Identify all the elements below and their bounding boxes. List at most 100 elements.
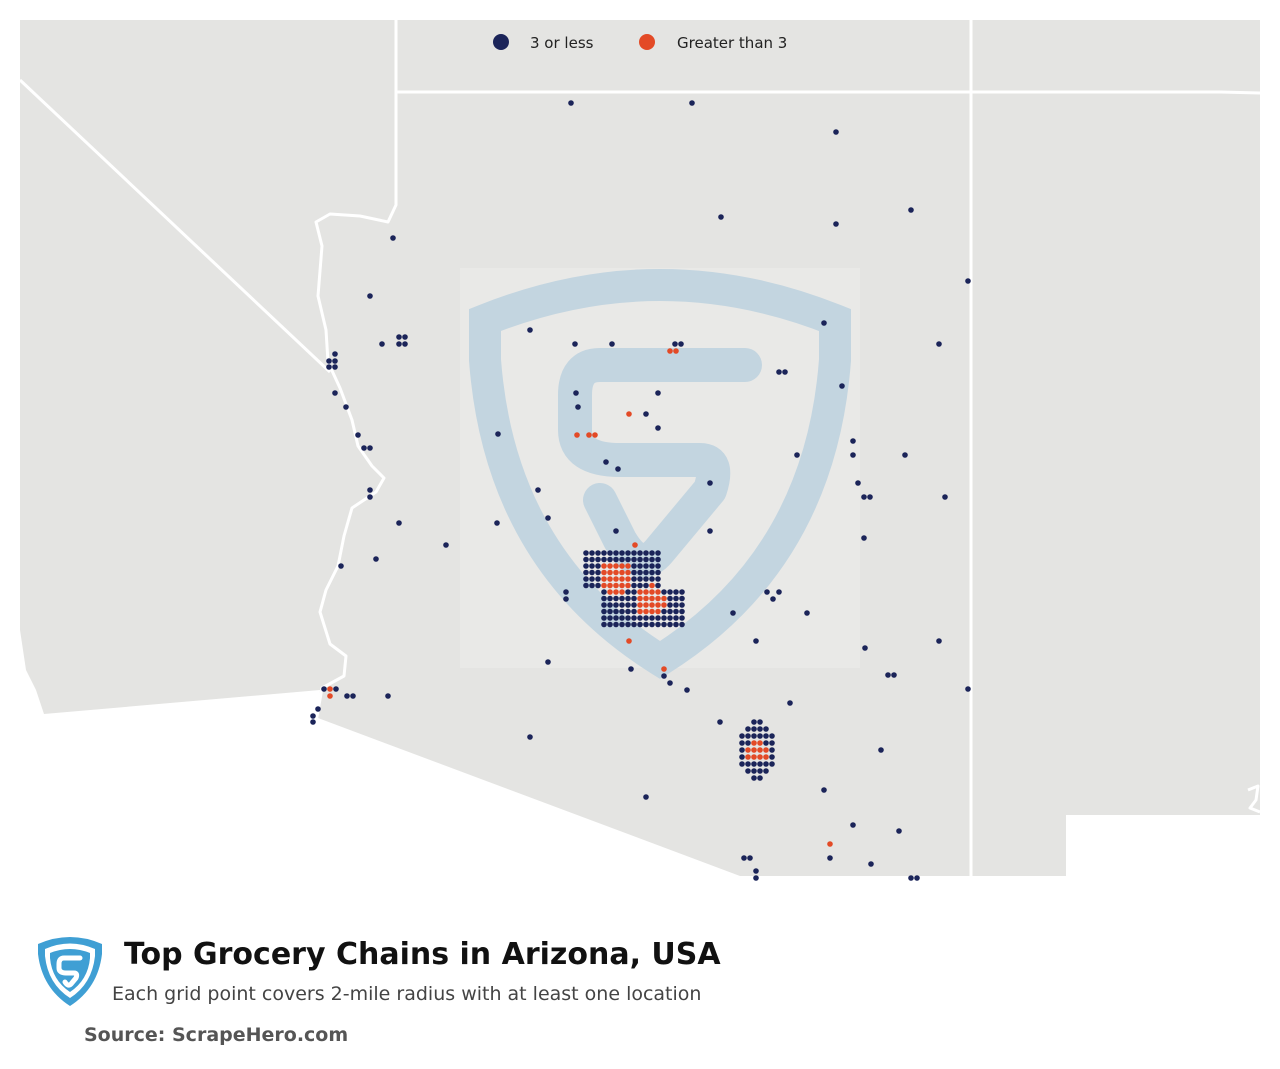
grid-point-3-or-less [535,487,541,493]
grid-point-3-or-less [679,589,685,595]
grid-point-3-or-less [631,569,637,576]
grid-point-3-or-less [769,740,775,746]
grid-point-greater-than-3 [619,563,625,569]
grid-point-3-or-less [643,556,649,563]
grid-point-3-or-less [601,595,607,602]
grid-point-3-or-less [575,404,581,410]
grid-point-3-or-less [631,563,637,569]
grid-point-greater-than-3 [601,563,607,569]
grid-point-3-or-less [655,563,661,569]
grid-point-3-or-less [607,608,613,615]
grid-point-3-or-less [545,515,551,521]
grid-point-greater-than-3 [751,747,757,753]
grid-point-3-or-less [655,556,661,563]
grid-point-3-or-less [891,672,897,678]
grid-point-3-or-less [763,761,769,767]
grid-point-3-or-less [595,569,601,576]
grid-point-3-or-less [613,528,619,534]
grid-point-3-or-less [589,576,595,582]
grid-point-3-or-less [326,358,332,364]
grid-point-greater-than-3 [625,576,631,582]
grid-point-3-or-less [833,129,839,135]
grid-point-3-or-less [625,595,631,602]
grid-point-3-or-less [601,589,607,595]
grid-point-greater-than-3 [574,432,580,438]
grid-point-3-or-less [776,369,782,375]
grid-point-3-or-less [861,494,867,500]
grid-point-3-or-less [583,556,589,563]
grid-point-greater-than-3 [661,595,667,602]
grid-point-3-or-less [589,569,595,576]
grid-point-3-or-less [545,659,551,665]
grid-point-3-or-less [867,494,873,500]
grid-point-3-or-less [850,452,856,458]
grid-point-3-or-less [741,855,747,861]
grid-point-greater-than-3 [745,747,751,753]
grid-point-3-or-less [717,719,723,725]
grid-point-3-or-less [757,761,763,767]
grid-point-3-or-less [794,452,800,458]
grid-point-3-or-less [326,364,332,370]
grid-point-3-or-less [572,341,578,347]
grid-point-3-or-less [763,733,769,739]
grid-point-3-or-less [839,383,845,389]
page-subtitle: Each grid point covers 2-mile radius wit… [112,983,702,1005]
map-mexico-area [1066,815,1260,876]
grid-point-3-or-less [655,569,661,576]
grid-point-3-or-less [367,293,373,299]
grid-point-3-or-less [896,828,902,834]
grid-point-3-or-less [631,595,637,602]
grid-point-greater-than-3 [655,595,661,602]
grid-point-greater-than-3 [655,602,661,608]
grid-point-3-or-less [769,747,775,753]
grid-point-3-or-less [332,390,338,396]
grid-point-3-or-less [769,754,775,760]
grid-point-3-or-less [601,550,607,556]
grid-point-greater-than-3 [649,595,655,602]
grid-point-3-or-less [655,550,661,556]
grid-point-3-or-less [563,596,569,602]
grid-point-3-or-less [850,438,856,444]
grid-point-3-or-less [583,569,589,576]
grid-point-3-or-less [804,610,810,616]
grid-point-3-or-less [443,542,449,548]
grid-point-greater-than-3 [607,582,613,589]
grid-point-3-or-less [745,761,751,767]
grid-point-3-or-less [757,768,763,774]
grid-point-3-or-less [643,569,649,576]
grid-point-3-or-less [730,610,736,616]
grid-point-greater-than-3 [601,582,607,589]
grid-point-3-or-less [745,726,751,732]
grid-point-3-or-less [343,404,349,410]
grid-point-3-or-less [643,582,649,589]
grid-point-3-or-less [595,556,601,563]
grid-point-3-or-less [655,582,661,589]
grid-point-greater-than-3 [757,754,763,760]
grid-point-3-or-less [914,875,920,881]
grid-point-3-or-less [745,733,751,739]
grid-point-greater-than-3 [607,576,613,582]
grid-point-3-or-less [649,550,655,556]
grid-point-greater-than-3 [327,686,333,692]
grid-point-3-or-less [619,621,625,628]
grid-point-greater-than-3 [655,608,661,615]
grid-point-3-or-less [613,608,619,615]
grid-point-3-or-less [763,740,769,746]
grid-point-3-or-less [649,563,655,569]
grid-point-3-or-less [667,589,673,595]
grid-point-greater-than-3 [619,582,625,589]
grid-point-3-or-less [745,768,751,774]
grid-point-greater-than-3 [763,747,769,753]
grid-point-3-or-less [355,432,361,438]
grid-point-3-or-less [601,608,607,615]
grid-point-3-or-less [625,608,631,615]
grid-point-3-or-less [745,740,751,746]
grid-point-3-or-less [631,556,637,563]
grid-point-greater-than-3 [601,569,607,576]
grid-point-3-or-less [643,615,649,621]
grid-point-3-or-less [965,278,971,284]
grid-point-greater-than-3 [643,589,649,595]
page-title: Top Grocery Chains in Arizona, USA [124,937,721,972]
grid-point-greater-than-3 [626,411,632,417]
grid-point-3-or-less [661,608,667,615]
